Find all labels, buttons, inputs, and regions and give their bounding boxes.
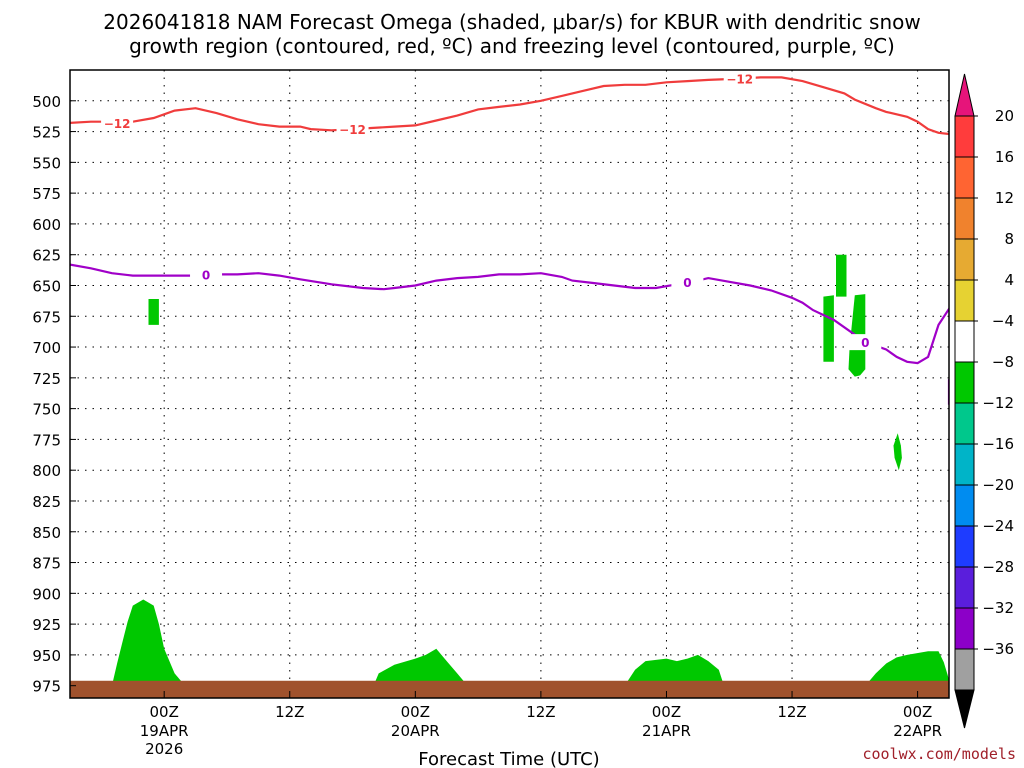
x-tick-label: 00Z <box>149 703 178 721</box>
y-tick-label: 875 <box>32 555 61 573</box>
colorbar-under-arrow <box>954 689 975 729</box>
x-tick-label: 12Z <box>275 703 304 721</box>
omega-region <box>624 654 724 686</box>
y-tick-label: 725 <box>32 370 61 388</box>
colorbar-swatch <box>954 197 975 240</box>
gridlines <box>70 70 949 698</box>
colorbar-tick-label: 12 <box>995 189 1014 207</box>
contour-label-bg <box>101 114 134 131</box>
y-tick-label: 850 <box>32 524 61 542</box>
x-tick-label: 00Z <box>401 703 430 721</box>
x-tick-year: 2026 <box>145 740 183 758</box>
y-tick-label: 975 <box>32 678 61 696</box>
colorbar-swatch <box>954 115 975 158</box>
y-tick-label: 525 <box>32 124 61 142</box>
colorbar-tick-label: 8 <box>1004 230 1014 248</box>
contour-label-bg <box>671 273 704 290</box>
colorbar-swatch <box>954 607 975 650</box>
x-tick-label: 00Z <box>652 703 681 721</box>
colorbar-tick-label: −24 <box>982 517 1014 535</box>
y-tick-label: 750 <box>32 401 61 419</box>
y-tick-label: 675 <box>32 308 61 326</box>
contour-label: 0 <box>861 336 869 350</box>
y-tick-label: 800 <box>32 462 61 480</box>
x-tick-date: 19APR <box>140 722 189 740</box>
y-tick-label: 700 <box>32 339 61 357</box>
plot-frame <box>69 69 950 699</box>
colorbar-tick-label: 20 <box>995 107 1014 125</box>
chart-title-line2: growth region (contoured, red, ºC) and f… <box>129 34 895 58</box>
omega-region <box>373 648 468 686</box>
omega-region <box>823 295 834 362</box>
chart-title-line1: 2026041818 NAM Forecast Omega (shaded, μ… <box>103 10 920 34</box>
y-tick-label: 900 <box>32 585 61 603</box>
y-tick-label: 625 <box>32 247 61 265</box>
contour-label: −12 <box>339 123 366 137</box>
colorbar-tick-label: 4 <box>1004 271 1014 289</box>
contour-label-bg <box>190 266 223 283</box>
omega-region <box>836 254 847 297</box>
contour-line <box>70 263 949 365</box>
omega-region <box>148 299 159 325</box>
contour-label-bg <box>723 70 756 87</box>
x-tick-label: 00Z <box>903 703 932 721</box>
contour-label-bg <box>849 334 882 351</box>
y-tick-label: 950 <box>32 647 61 665</box>
y-tick-label: 825 <box>32 493 61 511</box>
contour-label: 0 <box>202 268 210 282</box>
colorbar-swatch <box>954 156 975 199</box>
y-tick-label: 775 <box>32 431 61 449</box>
colorbar-swatch <box>954 361 975 404</box>
omega-region <box>865 651 949 686</box>
omega-region <box>893 433 902 471</box>
colorbar-tick-label: −32 <box>982 599 1014 617</box>
contour-line <box>70 76 949 136</box>
y-tick-label: 925 <box>32 616 61 634</box>
y-axis-ticks: 500 525 550 575 600 625 650 675 700 725 750 775 800 8… <box>32 93 76 696</box>
colorbar-swatch <box>954 320 975 363</box>
terrain-fill <box>70 680 949 698</box>
x-axis-label: Forecast Time (UTC) <box>418 749 599 768</box>
omega-shading <box>111 254 949 686</box>
y-tick-label: 600 <box>32 216 61 234</box>
colorbar-swatch <box>954 279 975 322</box>
colorbar-tick-label: −12 <box>982 394 1014 412</box>
colorbar-swatch <box>954 443 975 486</box>
colorbar-swatch <box>954 402 975 445</box>
x-tick-date: 21APR <box>642 722 691 740</box>
colorbar-tick-label: −20 <box>982 476 1014 494</box>
colorbar-swatch <box>954 484 975 527</box>
x-tick-label: 12Z <box>777 703 806 721</box>
colorbar-tick-label: −28 <box>982 558 1014 576</box>
y-tick-label: 575 <box>32 185 61 203</box>
contour-label-bg <box>336 121 369 138</box>
colorbar-tick-label: −4 <box>992 312 1014 330</box>
colorbar-swatch <box>954 525 975 568</box>
colorbar-swatch <box>954 648 975 691</box>
colorbar: 20 16 12 8 4 −4 −8 −12 −16 −20 −24 −28 −32 −36 <box>954 73 1014 729</box>
contour-label: −12 <box>726 73 753 87</box>
contour-label: 0 <box>683 276 691 290</box>
colorbar-tick-label: −16 <box>982 435 1014 453</box>
colorbar-swatch <box>954 566 975 609</box>
colorbar-tick-label: −8 <box>992 353 1014 371</box>
x-tick-date: 20APR <box>391 722 440 740</box>
y-tick-label: 550 <box>32 154 61 172</box>
colorbar-tick-label: −36 <box>982 640 1014 658</box>
x-tick-label: 12Z <box>526 703 555 721</box>
colorbar-over-arrow <box>954 73 975 117</box>
x-tick-date: 22APR <box>893 722 942 740</box>
contour-label: −12 <box>104 117 131 131</box>
terrain-band <box>70 680 949 698</box>
credit-text: coolwx.com/models <box>862 745 1016 763</box>
omega-region <box>111 599 186 686</box>
colorbar-swatch <box>954 238 975 281</box>
y-tick-label: 500 <box>32 93 61 111</box>
y-tick-label: 650 <box>32 277 61 295</box>
contours: −12 −12 −12 0 0 0 <box>70 70 949 405</box>
colorbar-tick-label: 16 <box>995 148 1014 166</box>
